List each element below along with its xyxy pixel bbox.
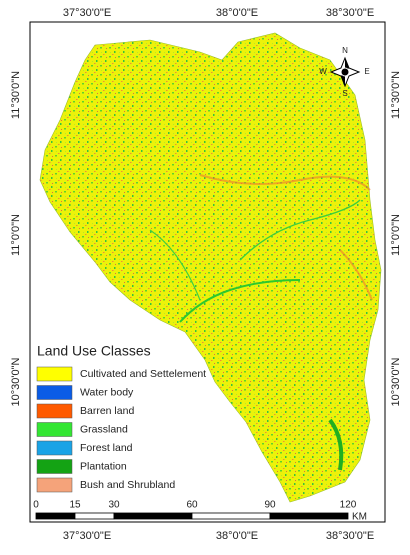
legend-swatch: [36, 366, 73, 382]
legend-swatch: [36, 440, 73, 456]
lat-label: 10°30'0"N: [390, 357, 402, 406]
compass-w: W: [319, 67, 327, 76]
scale-segment: [35, 512, 76, 520]
scale-segment: [113, 512, 193, 520]
compass-n: N: [342, 46, 348, 55]
lon-label: 37°30'0"E: [63, 7, 111, 19]
legend-swatch: [36, 403, 73, 419]
scale-label: 15: [69, 500, 81, 511]
compass: N S E W: [319, 46, 369, 98]
lon-label: 38°0'0"E: [216, 7, 258, 19]
scale-label: 90: [264, 500, 276, 511]
lat-label: 11°0'0"N: [390, 214, 402, 256]
lon-label: 38°30'0"E: [326, 530, 374, 542]
legend-label: Barren land: [80, 405, 134, 417]
compass-e: E: [364, 67, 369, 76]
scale-segment: [191, 512, 271, 520]
green-corridors: [149, 199, 361, 471]
graticule: 37°30'0"E 38°0'0"E 38°30'0"E 37°30'0"E 38°0'…: [10, 7, 402, 542]
scale-segment: [269, 512, 349, 520]
lat-label: 10°30'0"N: [10, 357, 22, 406]
compass-s: S: [342, 89, 347, 98]
legend: Land Use Classes Cultivated and Settelem…: [36, 343, 206, 493]
legend-label: Grassland: [80, 423, 128, 435]
scale-unit: KM: [352, 512, 367, 523]
legend-title: Land Use Classes: [37, 343, 151, 359]
lon-label: 38°30'0"E: [326, 7, 374, 19]
lat-label: 11°0'0"N: [10, 214, 22, 256]
legend-swatch: [36, 477, 73, 493]
scale-label: 60: [186, 500, 198, 511]
lon-label: 38°0'0"E: [216, 530, 258, 542]
scale-label: 30: [108, 500, 120, 511]
legend-label: Plantation: [80, 460, 127, 472]
scale-label: 120: [340, 500, 357, 511]
scale-segment: [74, 512, 115, 520]
legend-label: Water body: [80, 386, 134, 398]
barren-patches: [199, 174, 373, 301]
legend-swatch: [36, 385, 73, 400]
legend-label: Cultivated and Settelement: [80, 368, 206, 380]
basin: [39, 32, 382, 503]
legend-swatch: [36, 459, 73, 474]
legend-label: Bush and Shrubland: [80, 479, 175, 491]
lat-label: 11°30'0"N: [390, 71, 402, 119]
lon-label: 37°30'0"E: [63, 530, 111, 542]
legend-swatch: [36, 422, 73, 437]
scale-label: 0: [33, 500, 39, 511]
lat-label: 11°30'0"N: [10, 71, 22, 119]
legend-label: Forest land: [80, 442, 133, 454]
